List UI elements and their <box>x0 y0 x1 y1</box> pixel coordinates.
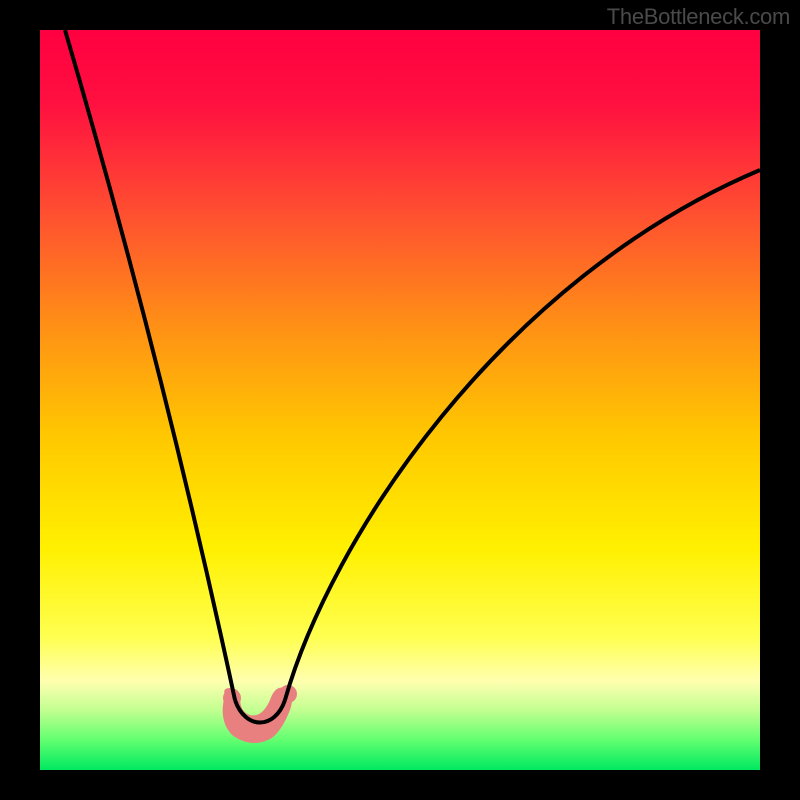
watermark-text: TheBottleneck.com <box>607 4 790 30</box>
bottleneck-chart <box>0 0 800 800</box>
plot-background <box>40 30 760 770</box>
chart-container: TheBottleneck.com <box>0 0 800 800</box>
